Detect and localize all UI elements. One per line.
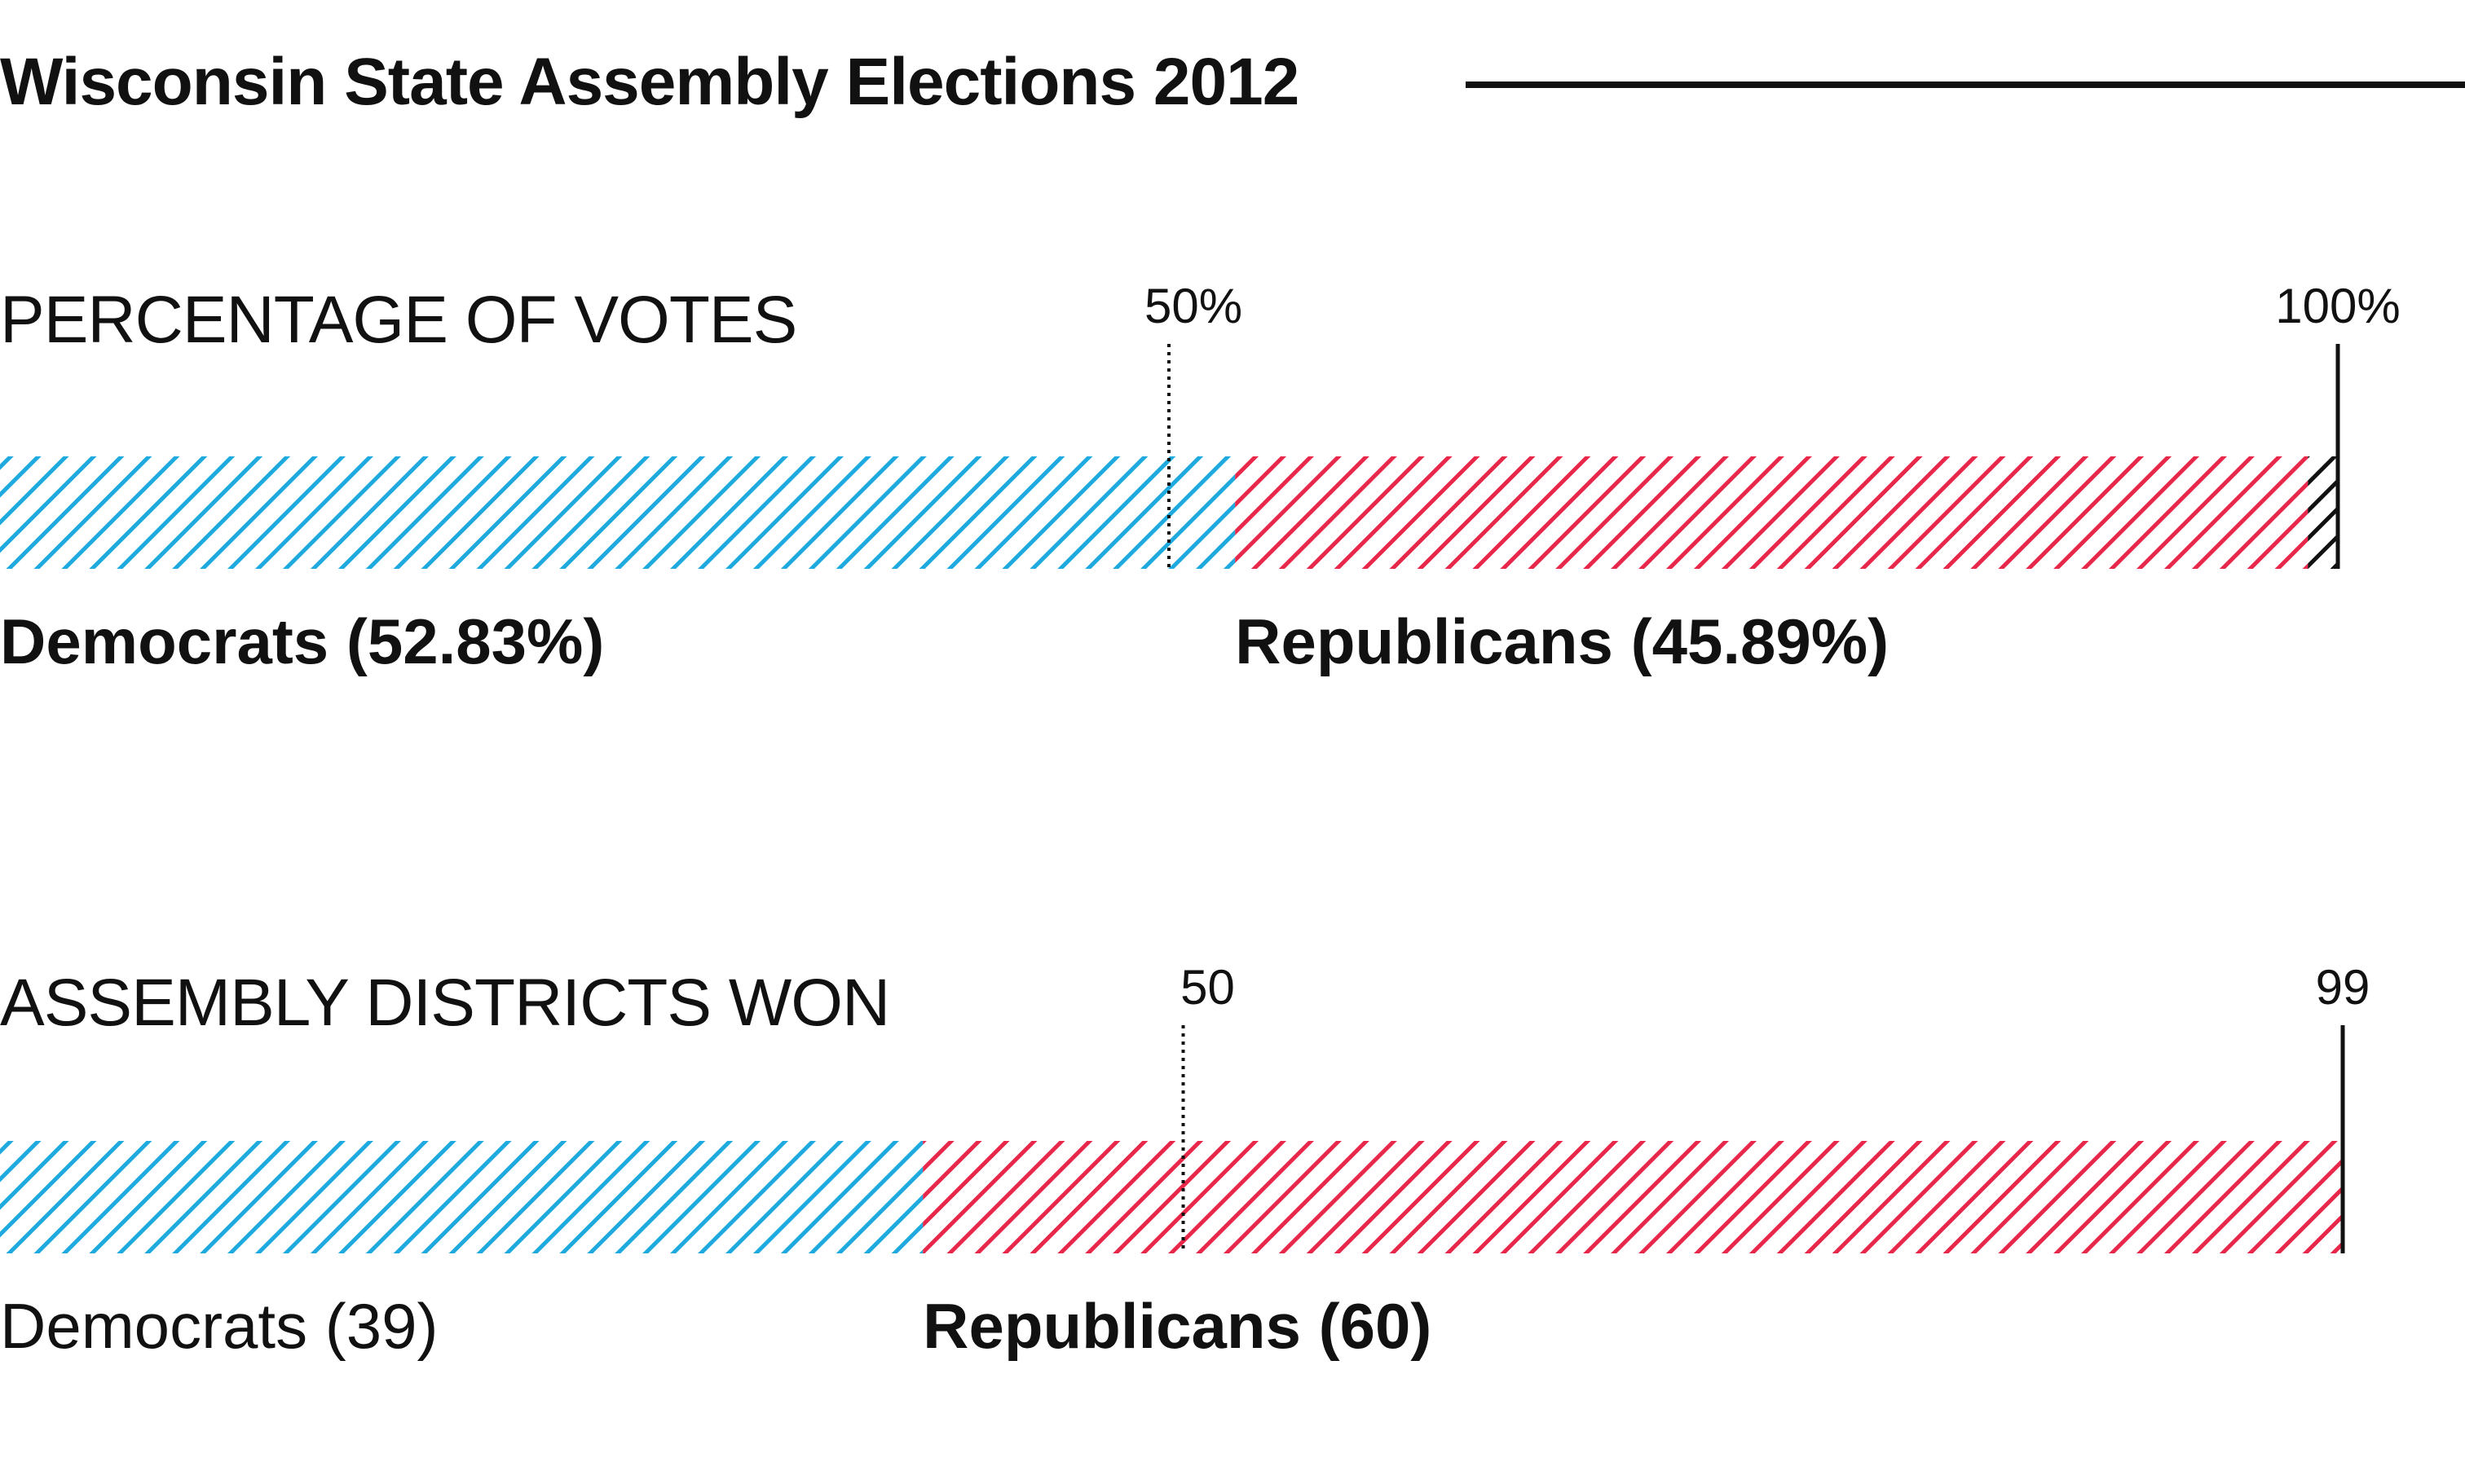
tick-label-50-districts: 50 [1180, 960, 1235, 1015]
tick-label-50-percent: 50% [1144, 279, 1243, 333]
districts-bar-chart [0, 1025, 2345, 1253]
bar-label-republicans-votes: Republicans (45.89%) [1235, 605, 1890, 677]
bar-segment-democrats [0, 456, 1236, 569]
bar-segment-republicans [923, 1141, 2343, 1253]
section-title-districts: ASSEMBLY DISTRICTS WON [0, 966, 890, 1040]
bar-label-democrats-votes: Democrats (52.83%) [0, 605, 605, 677]
chart-title: Wisconsin State Assembly Elections 2012 [0, 45, 1299, 119]
bar-label-democrats-districts: Democrats (39) [0, 1290, 439, 1362]
bar-segment-republicans [1235, 456, 2308, 569]
tick-label-100-percent: 100% [2275, 279, 2401, 333]
bar-label-republicans-districts: Republicans (60) [923, 1290, 1432, 1362]
tick-label-99-districts: 99 [2315, 960, 2370, 1015]
bar-segment-other [2308, 456, 2338, 569]
section-title-votes: PERCENTAGE OF VOTES [0, 283, 797, 357]
votes-bar-chart [0, 344, 2340, 569]
title-rule [1466, 81, 2465, 88]
bar-segment-democrats [0, 1141, 924, 1253]
